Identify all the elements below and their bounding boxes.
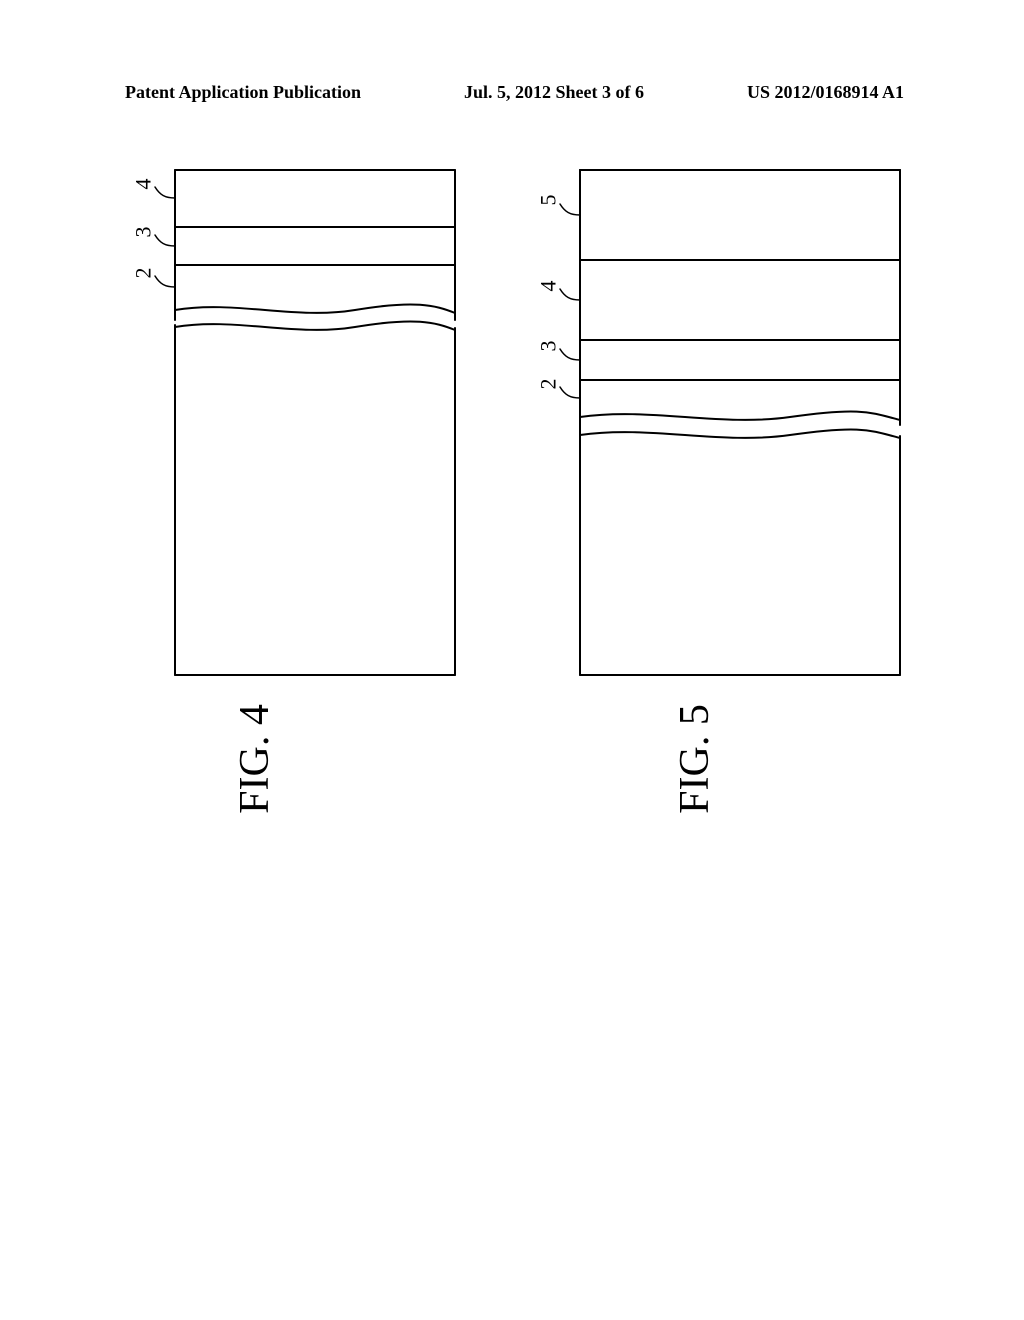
figure-5-svg xyxy=(520,165,920,705)
fig4-ref-4: 4 xyxy=(131,179,157,190)
figure-4-svg xyxy=(115,165,475,705)
header-date-sheet: Jul. 5, 2012 Sheet 3 of 6 xyxy=(464,82,644,103)
fig5-ref-2: 2 xyxy=(536,379,562,390)
header-publication: Patent Application Publication xyxy=(125,82,361,103)
figure-5-label: FIG. 5 xyxy=(671,704,719,814)
fig4-ref-2: 2 xyxy=(131,268,157,279)
page-header: Patent Application Publication Jul. 5, 2… xyxy=(0,82,1024,103)
fig5-ref-3: 3 xyxy=(536,341,562,352)
fig5-ref-4: 4 xyxy=(536,281,562,292)
figure-4-label: FIG. 4 xyxy=(231,704,279,814)
fig5-ref-5: 5 xyxy=(536,195,562,206)
fig4-ref-3: 3 xyxy=(131,227,157,238)
header-doc-number: US 2012/0168914 A1 xyxy=(747,82,904,103)
